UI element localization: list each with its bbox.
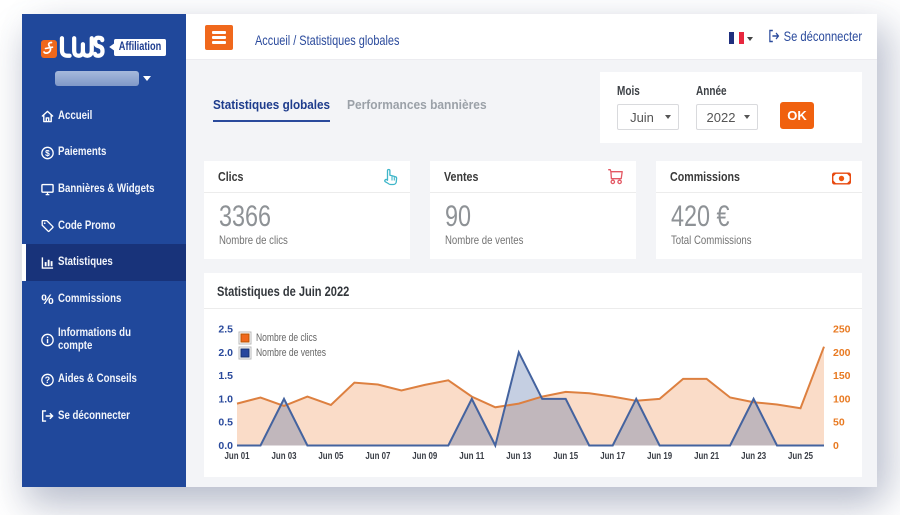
svg-text:2.0: 2.0 <box>218 347 233 359</box>
svg-text:Jun 19: Jun 19 <box>647 450 672 462</box>
svg-text:Jun 01: Jun 01 <box>225 450 250 462</box>
svg-text:0.0: 0.0 <box>218 440 233 452</box>
svg-text:250: 250 <box>833 324 851 336</box>
svg-text:1.0: 1.0 <box>218 393 233 405</box>
svg-text:50: 50 <box>833 417 845 429</box>
svg-text:Jun 05: Jun 05 <box>318 450 343 462</box>
svg-text:0.5: 0.5 <box>218 417 233 429</box>
svg-text:Jun 07: Jun 07 <box>365 450 390 462</box>
svg-text:2.5: 2.5 <box>218 324 233 336</box>
svg-text:?: ? <box>45 375 50 385</box>
svg-text:$: $ <box>45 148 50 158</box>
svg-text:100: 100 <box>833 393 851 405</box>
svg-text:Jun 03: Jun 03 <box>272 450 297 462</box>
svg-text:0: 0 <box>833 440 839 452</box>
svg-text:150: 150 <box>833 370 851 382</box>
svg-text:Nombre de ventes: Nombre de ventes <box>256 347 326 359</box>
svg-text:Jun 09: Jun 09 <box>412 450 437 462</box>
svg-text:Jun 17: Jun 17 <box>600 450 625 462</box>
svg-text:Jun 23: Jun 23 <box>741 450 766 462</box>
svg-text:Jun 15: Jun 15 <box>553 450 578 462</box>
svg-text:1.5: 1.5 <box>218 370 233 382</box>
svg-text:Jun 21: Jun 21 <box>694 450 719 462</box>
svg-text:Jun 11: Jun 11 <box>459 450 484 462</box>
svg-text:Jun 25: Jun 25 <box>788 450 813 462</box>
svg-text:Nombre de clics: Nombre de clics <box>256 332 317 344</box>
svg-text:Jun 13: Jun 13 <box>506 450 531 462</box>
svg-text:200: 200 <box>833 347 851 359</box>
